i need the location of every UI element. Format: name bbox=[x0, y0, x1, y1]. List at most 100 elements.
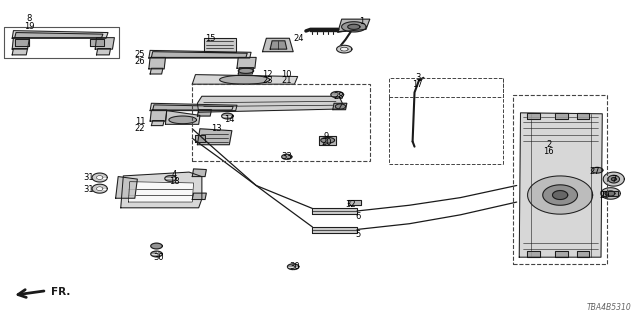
Polygon shape bbox=[282, 154, 292, 159]
Polygon shape bbox=[92, 184, 108, 193]
Text: 12: 12 bbox=[262, 70, 273, 79]
Polygon shape bbox=[333, 103, 347, 110]
Polygon shape bbox=[150, 68, 163, 74]
Polygon shape bbox=[129, 182, 193, 202]
Polygon shape bbox=[166, 111, 200, 124]
Polygon shape bbox=[12, 31, 108, 38]
Polygon shape bbox=[555, 251, 568, 257]
Text: FR.: FR. bbox=[51, 287, 70, 297]
Polygon shape bbox=[153, 105, 233, 110]
Text: 16: 16 bbox=[543, 147, 554, 156]
Polygon shape bbox=[192, 193, 206, 199]
Polygon shape bbox=[169, 116, 196, 124]
Polygon shape bbox=[116, 177, 138, 198]
Polygon shape bbox=[152, 121, 164, 125]
Polygon shape bbox=[527, 251, 540, 257]
Text: 5: 5 bbox=[356, 230, 361, 239]
Text: 31: 31 bbox=[83, 173, 94, 182]
Text: 31: 31 bbox=[83, 185, 94, 194]
Text: 9: 9 bbox=[324, 132, 329, 140]
Polygon shape bbox=[608, 175, 620, 183]
Polygon shape bbox=[335, 104, 346, 109]
Polygon shape bbox=[591, 167, 603, 173]
Text: 18: 18 bbox=[169, 177, 180, 186]
Text: 13: 13 bbox=[211, 124, 222, 132]
Polygon shape bbox=[348, 200, 361, 205]
Polygon shape bbox=[238, 68, 253, 73]
Text: 6: 6 bbox=[356, 212, 361, 221]
Text: 20: 20 bbox=[321, 138, 332, 147]
Polygon shape bbox=[312, 227, 357, 233]
Text: 27: 27 bbox=[589, 167, 600, 176]
Polygon shape bbox=[195, 135, 205, 142]
Polygon shape bbox=[342, 22, 366, 32]
Text: 19: 19 bbox=[24, 22, 35, 31]
Polygon shape bbox=[611, 178, 616, 181]
Polygon shape bbox=[97, 187, 103, 191]
Polygon shape bbox=[238, 68, 253, 74]
Polygon shape bbox=[15, 33, 103, 38]
Polygon shape bbox=[90, 39, 104, 46]
Polygon shape bbox=[192, 169, 206, 177]
Polygon shape bbox=[543, 185, 577, 205]
Polygon shape bbox=[348, 24, 360, 29]
Text: 1: 1 bbox=[359, 17, 364, 26]
Polygon shape bbox=[331, 92, 344, 98]
Text: 26: 26 bbox=[134, 57, 145, 66]
Polygon shape bbox=[121, 172, 202, 208]
Text: 17: 17 bbox=[412, 80, 423, 89]
Polygon shape bbox=[321, 137, 335, 143]
Text: 25: 25 bbox=[134, 50, 145, 59]
Polygon shape bbox=[97, 176, 103, 180]
Polygon shape bbox=[197, 110, 211, 116]
Polygon shape bbox=[270, 41, 287, 49]
Text: 8: 8 bbox=[27, 14, 32, 23]
Polygon shape bbox=[577, 113, 589, 119]
Polygon shape bbox=[221, 113, 233, 119]
Polygon shape bbox=[151, 251, 163, 257]
Text: 21: 21 bbox=[282, 76, 292, 85]
Text: 30: 30 bbox=[289, 262, 300, 271]
Text: 2: 2 bbox=[546, 140, 551, 149]
Polygon shape bbox=[577, 251, 589, 257]
Text: 7: 7 bbox=[611, 175, 616, 184]
Text: TBA4B5310: TBA4B5310 bbox=[587, 303, 632, 312]
Polygon shape bbox=[338, 19, 370, 32]
Polygon shape bbox=[337, 45, 352, 53]
Polygon shape bbox=[204, 38, 236, 52]
Text: 10: 10 bbox=[282, 70, 292, 79]
Polygon shape bbox=[237, 57, 256, 68]
Text: 23: 23 bbox=[262, 76, 273, 85]
Text: 32: 32 bbox=[346, 200, 356, 209]
Polygon shape bbox=[92, 173, 108, 182]
Polygon shape bbox=[527, 113, 540, 119]
Polygon shape bbox=[97, 49, 111, 55]
Text: 4: 4 bbox=[172, 170, 177, 179]
Polygon shape bbox=[527, 176, 593, 214]
Polygon shape bbox=[15, 39, 29, 46]
Polygon shape bbox=[165, 176, 176, 181]
Polygon shape bbox=[149, 57, 166, 69]
Text: 33: 33 bbox=[282, 152, 292, 161]
Text: 24: 24 bbox=[294, 35, 304, 44]
Polygon shape bbox=[197, 96, 342, 112]
Polygon shape bbox=[606, 191, 615, 196]
Text: 14: 14 bbox=[224, 115, 235, 124]
Polygon shape bbox=[262, 38, 293, 52]
Polygon shape bbox=[151, 243, 163, 249]
Polygon shape bbox=[95, 38, 115, 49]
Polygon shape bbox=[12, 38, 29, 49]
Text: 11: 11 bbox=[134, 117, 145, 126]
Text: 3: 3 bbox=[415, 73, 420, 82]
Polygon shape bbox=[319, 136, 336, 145]
Text: 22: 22 bbox=[134, 124, 145, 133]
Polygon shape bbox=[601, 188, 620, 199]
Polygon shape bbox=[197, 129, 232, 145]
Polygon shape bbox=[149, 50, 251, 58]
Polygon shape bbox=[603, 191, 618, 196]
Text: 28: 28 bbox=[334, 92, 344, 101]
Polygon shape bbox=[555, 113, 568, 119]
Polygon shape bbox=[150, 110, 167, 121]
Polygon shape bbox=[604, 172, 624, 186]
Polygon shape bbox=[312, 208, 357, 214]
